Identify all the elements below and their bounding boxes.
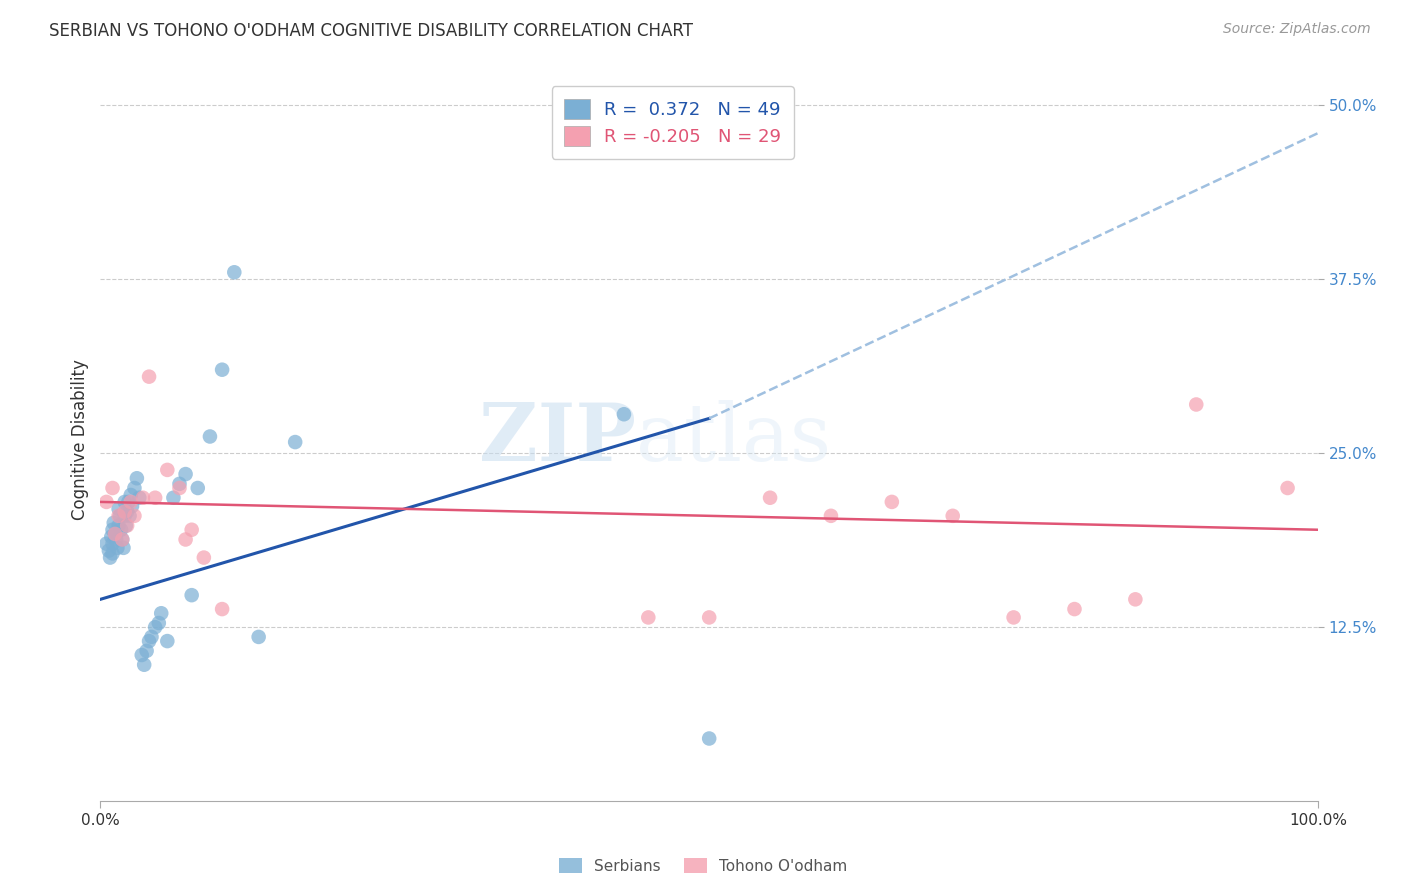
Point bbox=[820, 508, 842, 523]
Point bbox=[115, 518, 138, 533]
Point bbox=[115, 518, 138, 533]
Text: Source: ZipAtlas.com: Source: ZipAtlas.com bbox=[1223, 22, 1371, 37]
Point bbox=[135, 644, 157, 658]
Point bbox=[107, 518, 129, 533]
Y-axis label: Cognitive Disability: Cognitive Disability bbox=[72, 359, 89, 520]
Point bbox=[96, 536, 118, 550]
Point bbox=[247, 630, 270, 644]
Text: ZIP: ZIP bbox=[479, 401, 636, 478]
Point bbox=[110, 523, 132, 537]
Point bbox=[174, 533, 197, 547]
Point bbox=[187, 481, 209, 495]
Point bbox=[180, 588, 202, 602]
Point bbox=[1125, 592, 1147, 607]
Point bbox=[880, 495, 903, 509]
Point bbox=[111, 533, 134, 547]
Point bbox=[112, 541, 135, 555]
Point bbox=[128, 491, 150, 505]
Point bbox=[131, 648, 153, 662]
Point bbox=[150, 607, 173, 621]
Point bbox=[101, 523, 124, 537]
Point bbox=[138, 634, 160, 648]
Point bbox=[103, 516, 125, 530]
Point bbox=[104, 527, 127, 541]
Point bbox=[134, 657, 156, 672]
Point bbox=[120, 488, 142, 502]
Point bbox=[107, 508, 129, 523]
Point bbox=[198, 429, 221, 443]
Point bbox=[124, 508, 146, 523]
Point bbox=[148, 615, 170, 630]
Point bbox=[174, 467, 197, 481]
Point bbox=[162, 491, 184, 505]
Point bbox=[193, 550, 215, 565]
Point bbox=[156, 634, 179, 648]
Point bbox=[114, 508, 136, 523]
Point bbox=[108, 508, 131, 523]
Point bbox=[284, 435, 307, 450]
Point bbox=[697, 610, 720, 624]
Text: SERBIAN VS TOHONO O'ODHAM COGNITIVE DISABILITY CORRELATION CHART: SERBIAN VS TOHONO O'ODHAM COGNITIVE DISA… bbox=[49, 22, 693, 40]
Point bbox=[1277, 481, 1299, 495]
Point bbox=[117, 495, 139, 509]
Point bbox=[97, 543, 120, 558]
Point bbox=[114, 495, 136, 509]
Point bbox=[169, 476, 191, 491]
Point bbox=[124, 481, 146, 495]
Point bbox=[697, 731, 720, 746]
Point bbox=[96, 495, 118, 509]
Point bbox=[1185, 397, 1208, 411]
Point bbox=[942, 508, 965, 523]
Point bbox=[224, 265, 246, 279]
Point bbox=[101, 481, 124, 495]
Point bbox=[169, 481, 191, 495]
Point bbox=[101, 536, 124, 550]
Point bbox=[211, 602, 233, 616]
Point bbox=[1002, 610, 1025, 624]
Point bbox=[111, 533, 134, 547]
Point bbox=[121, 499, 143, 513]
Point bbox=[100, 530, 122, 544]
Point bbox=[759, 491, 782, 505]
Legend: Serbians, Tohono O'odham: Serbians, Tohono O'odham bbox=[553, 852, 853, 880]
Point bbox=[104, 527, 127, 541]
Point bbox=[105, 541, 128, 555]
Point bbox=[107, 501, 129, 516]
Point bbox=[105, 533, 128, 547]
Point bbox=[143, 491, 166, 505]
Point bbox=[98, 550, 121, 565]
Point bbox=[125, 471, 148, 485]
Point bbox=[211, 362, 233, 376]
Point bbox=[114, 505, 136, 519]
Point bbox=[118, 508, 141, 523]
Point bbox=[156, 463, 179, 477]
Point bbox=[115, 505, 138, 519]
Point bbox=[613, 407, 636, 421]
Point bbox=[143, 620, 166, 634]
Point bbox=[637, 610, 659, 624]
Point bbox=[180, 523, 202, 537]
Point bbox=[1063, 602, 1085, 616]
Point bbox=[132, 491, 155, 505]
Point bbox=[138, 369, 160, 384]
Point bbox=[101, 546, 124, 560]
Point bbox=[141, 630, 163, 644]
Legend: R =  0.372   N = 49, R = -0.205   N = 29: R = 0.372 N = 49, R = -0.205 N = 29 bbox=[551, 87, 793, 159]
Point bbox=[120, 495, 142, 509]
Text: atlas: atlas bbox=[636, 401, 831, 478]
